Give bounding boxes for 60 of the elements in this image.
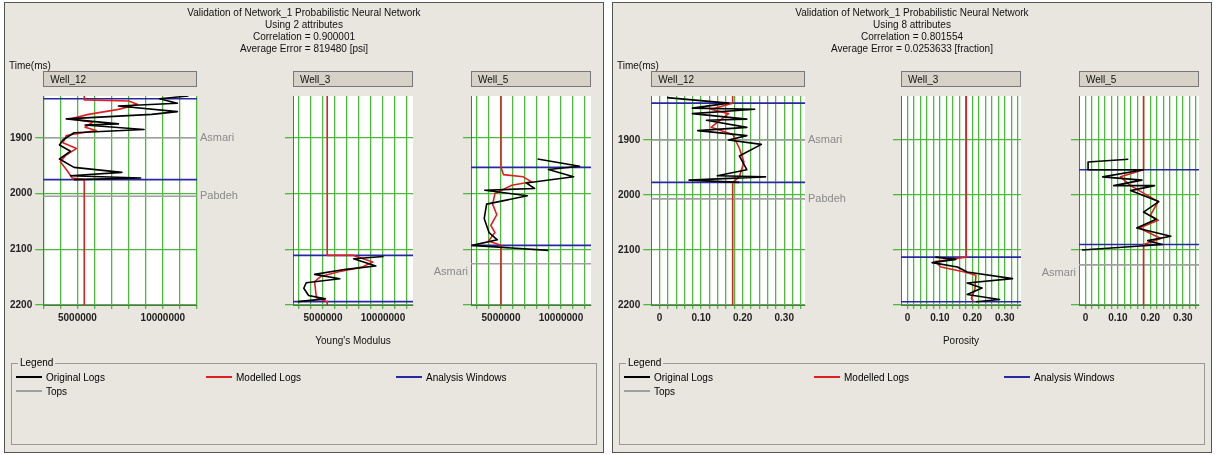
x-tick-label: 0.30 [774,311,795,323]
text: Average Error = 819480 [psi] [239,43,369,55]
chart-title: Well_12 [43,71,197,87]
text: Validation of Network_1 Probabilistic Neural Network [794,7,1030,19]
text: Average Error = 0.0253633 [fraction] [830,43,994,55]
y-tick-label: 2000 [10,187,33,199]
legend-label: Analysis Windows [1034,371,1115,383]
chart-title: Well_3 [293,71,413,87]
y-tick-label: 1900 [10,131,33,143]
annotation: Asmari [200,130,235,143]
x-tick-label: 10000000 [140,311,186,323]
y-axis-title: Time(ms) [617,60,659,71]
text: Using 2 attributes [264,19,344,31]
x-tick-label: 10000000 [360,311,406,323]
chart-title: Well_3 [901,71,1021,87]
y-tick-label: 2200 [618,298,641,310]
x-tick-label: 0 [1082,311,1089,323]
annotation: Pabdeh [808,191,846,204]
legend-label: Tops [46,385,68,397]
x-tick-label: 0.10 [930,311,951,323]
legend-label: Tops [654,385,676,397]
y-tick-label: 2100 [618,243,641,255]
y-tick-label: 2200 [10,298,33,310]
annotation: Asmari [1041,265,1076,278]
x-tick-label: 0.30 [995,311,1015,323]
x-tick-label: 0.20 [962,311,983,323]
y-tick-label: 1900 [618,133,641,145]
x-tick-label: 5000000 [303,311,343,323]
x-tick-label: 0.30 [1173,311,1193,323]
x-tick-label: 0 [904,311,911,323]
x-tick-label: 10000000 [538,311,584,323]
chart-title: Well_5 [471,71,591,87]
x-tick-label: 0 [656,311,663,323]
text: Correlation = 0.900001 [252,31,356,43]
x-tick-label: 5000000 [481,311,521,323]
chart-title: Well_5 [1079,71,1199,87]
chart-title: Well_12 [651,71,805,87]
y-axis-title: Time(ms) [9,60,51,71]
y-tick-label: 2100 [10,243,33,255]
text: Using 8 attributes [872,19,952,31]
text: Correlation = 0.801554 [860,31,964,43]
x-tick-label: 0.20 [1140,311,1161,323]
annotation: Asmari [808,133,843,146]
x-tick-label: 0.10 [1108,311,1129,323]
annotation: Pabdeh [200,189,238,202]
legend-label: Modelled Logs [236,371,302,383]
legend-label: Original Logs [654,371,713,383]
x-tick-label: 0.10 [691,311,712,323]
annotation: Asmari [433,264,468,277]
legend-label: Original Logs [46,371,105,383]
x-axis-title: Young's Modulus [315,335,391,346]
y-tick-label: 2000 [618,188,641,200]
legend-title: Legend [626,357,664,368]
legend-label: Analysis Windows [426,371,507,383]
x-tick-label: 0.20 [732,311,753,323]
x-tick-label: 5000000 [57,311,98,323]
text: Validation of Network_1 Probabilistic Neural Network [186,7,422,19]
x-axis-title: Porosity [942,335,980,346]
legend-title: Legend [18,357,56,368]
legend-label: Modelled Logs [844,371,910,383]
